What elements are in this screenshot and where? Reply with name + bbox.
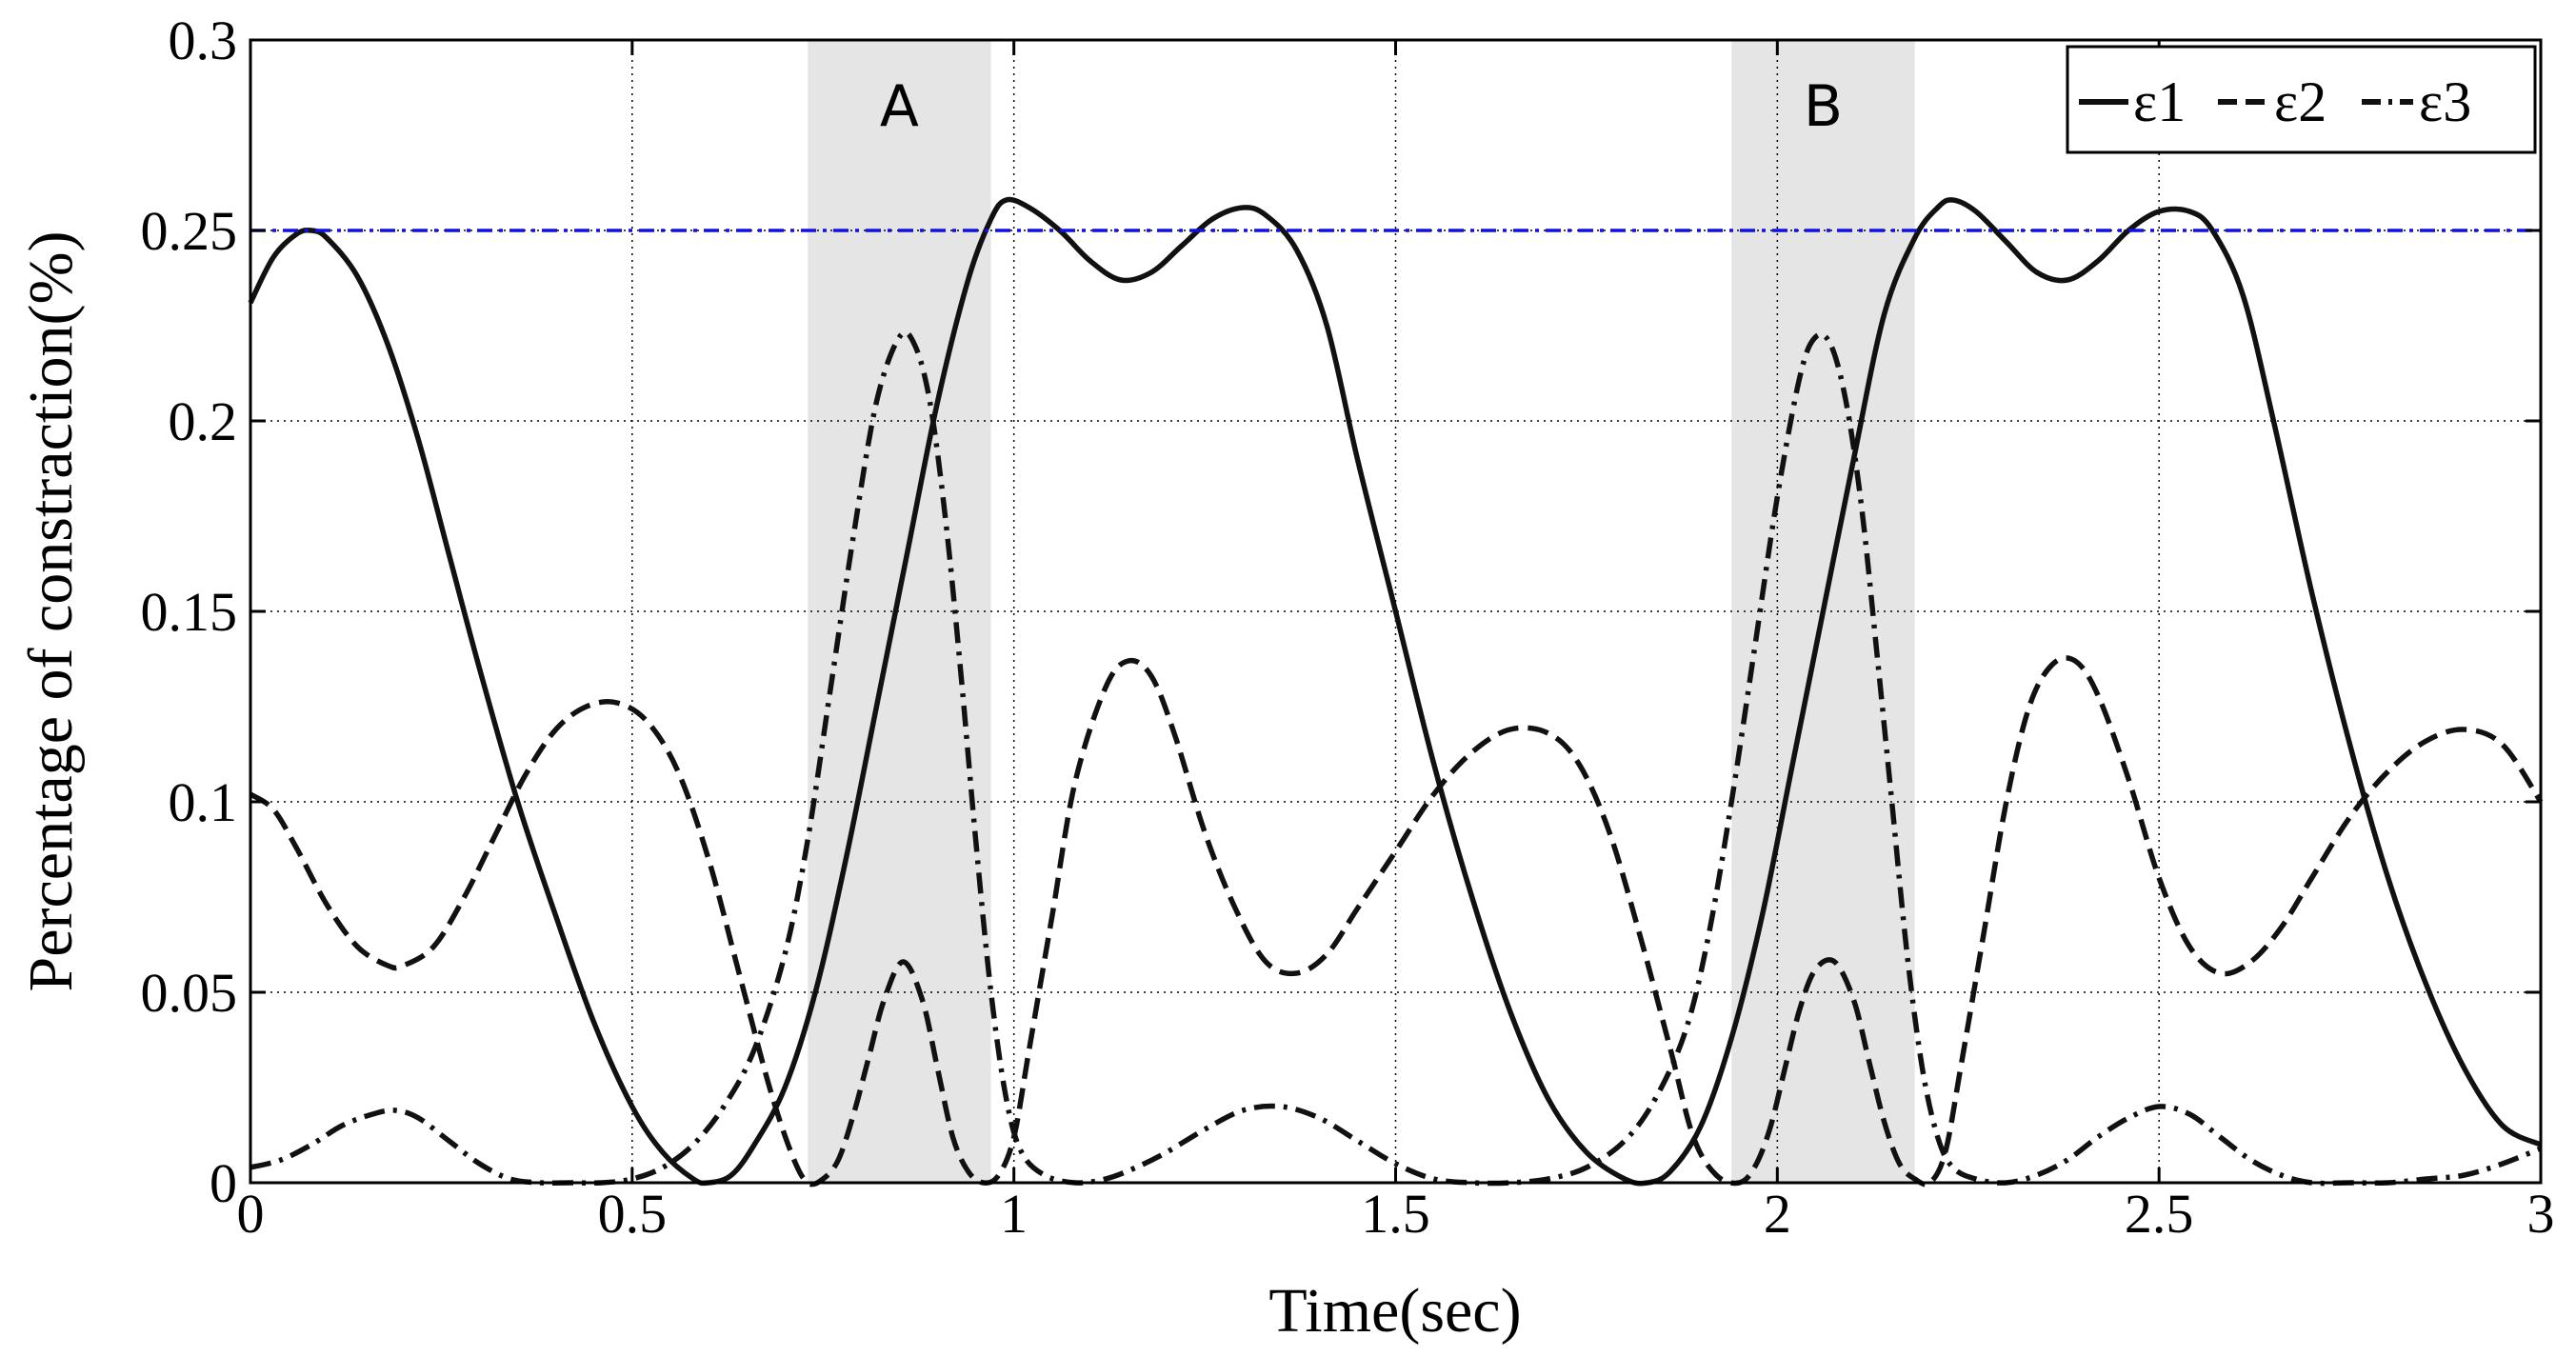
- y-tick-label-0-3: 0.3: [169, 10, 238, 71]
- x-tick-label-0: 0: [237, 1183, 265, 1245]
- series-line-e3: [250, 329, 2543, 1187]
- y-tick-label-0-15: 0.15: [141, 581, 238, 643]
- legend-label-e3: ε3: [2419, 70, 2471, 133]
- y-axis-title: Percentage of constraction(%): [16, 231, 86, 992]
- x-tick-label-2-5: 2.5: [2125, 1183, 2194, 1245]
- legend-label-e2: ε2: [2274, 70, 2326, 133]
- x-axis-title: Time(sec): [1268, 1276, 1521, 1346]
- y-tick-label-0: 0: [210, 1152, 237, 1214]
- shaded-region-a: [808, 40, 991, 1183]
- y-tick-label-0-2: 0.2: [169, 390, 238, 452]
- region-label-b: B: [1804, 73, 1843, 140]
- region-label-a: A: [880, 73, 919, 140]
- x-tick-label-2: 2: [1764, 1183, 1791, 1245]
- y-tick-label-0-1: 0.1: [169, 771, 238, 833]
- y-tick-label-0-05: 0.05: [141, 962, 238, 1024]
- legend-label-e1: ε1: [2133, 70, 2186, 133]
- tick-labels: 0 0.5 1 1.5 2 2.5 3 0 0.05 0.1 0.15 0.2 0.25 0.3: [141, 10, 2555, 1245]
- y-tick-label-0-25: 0.25: [141, 200, 238, 262]
- legend: ε1 ε2 ε3: [2066, 45, 2537, 154]
- series-line-e1: [248, 196, 2543, 1187]
- series-lines: [248, 196, 2544, 1187]
- x-tick-label-1: 1: [1000, 1183, 1028, 1245]
- x-tick-label-3: 3: [2527, 1183, 2555, 1245]
- axis-ticks: [249, 38, 2543, 1185]
- x-tick-label-0-5: 0.5: [598, 1183, 668, 1245]
- legend-box: [2066, 45, 2537, 154]
- x-tick-label-1-5: 1.5: [1361, 1183, 1430, 1245]
- series-line-e2: [249, 655, 2544, 1187]
